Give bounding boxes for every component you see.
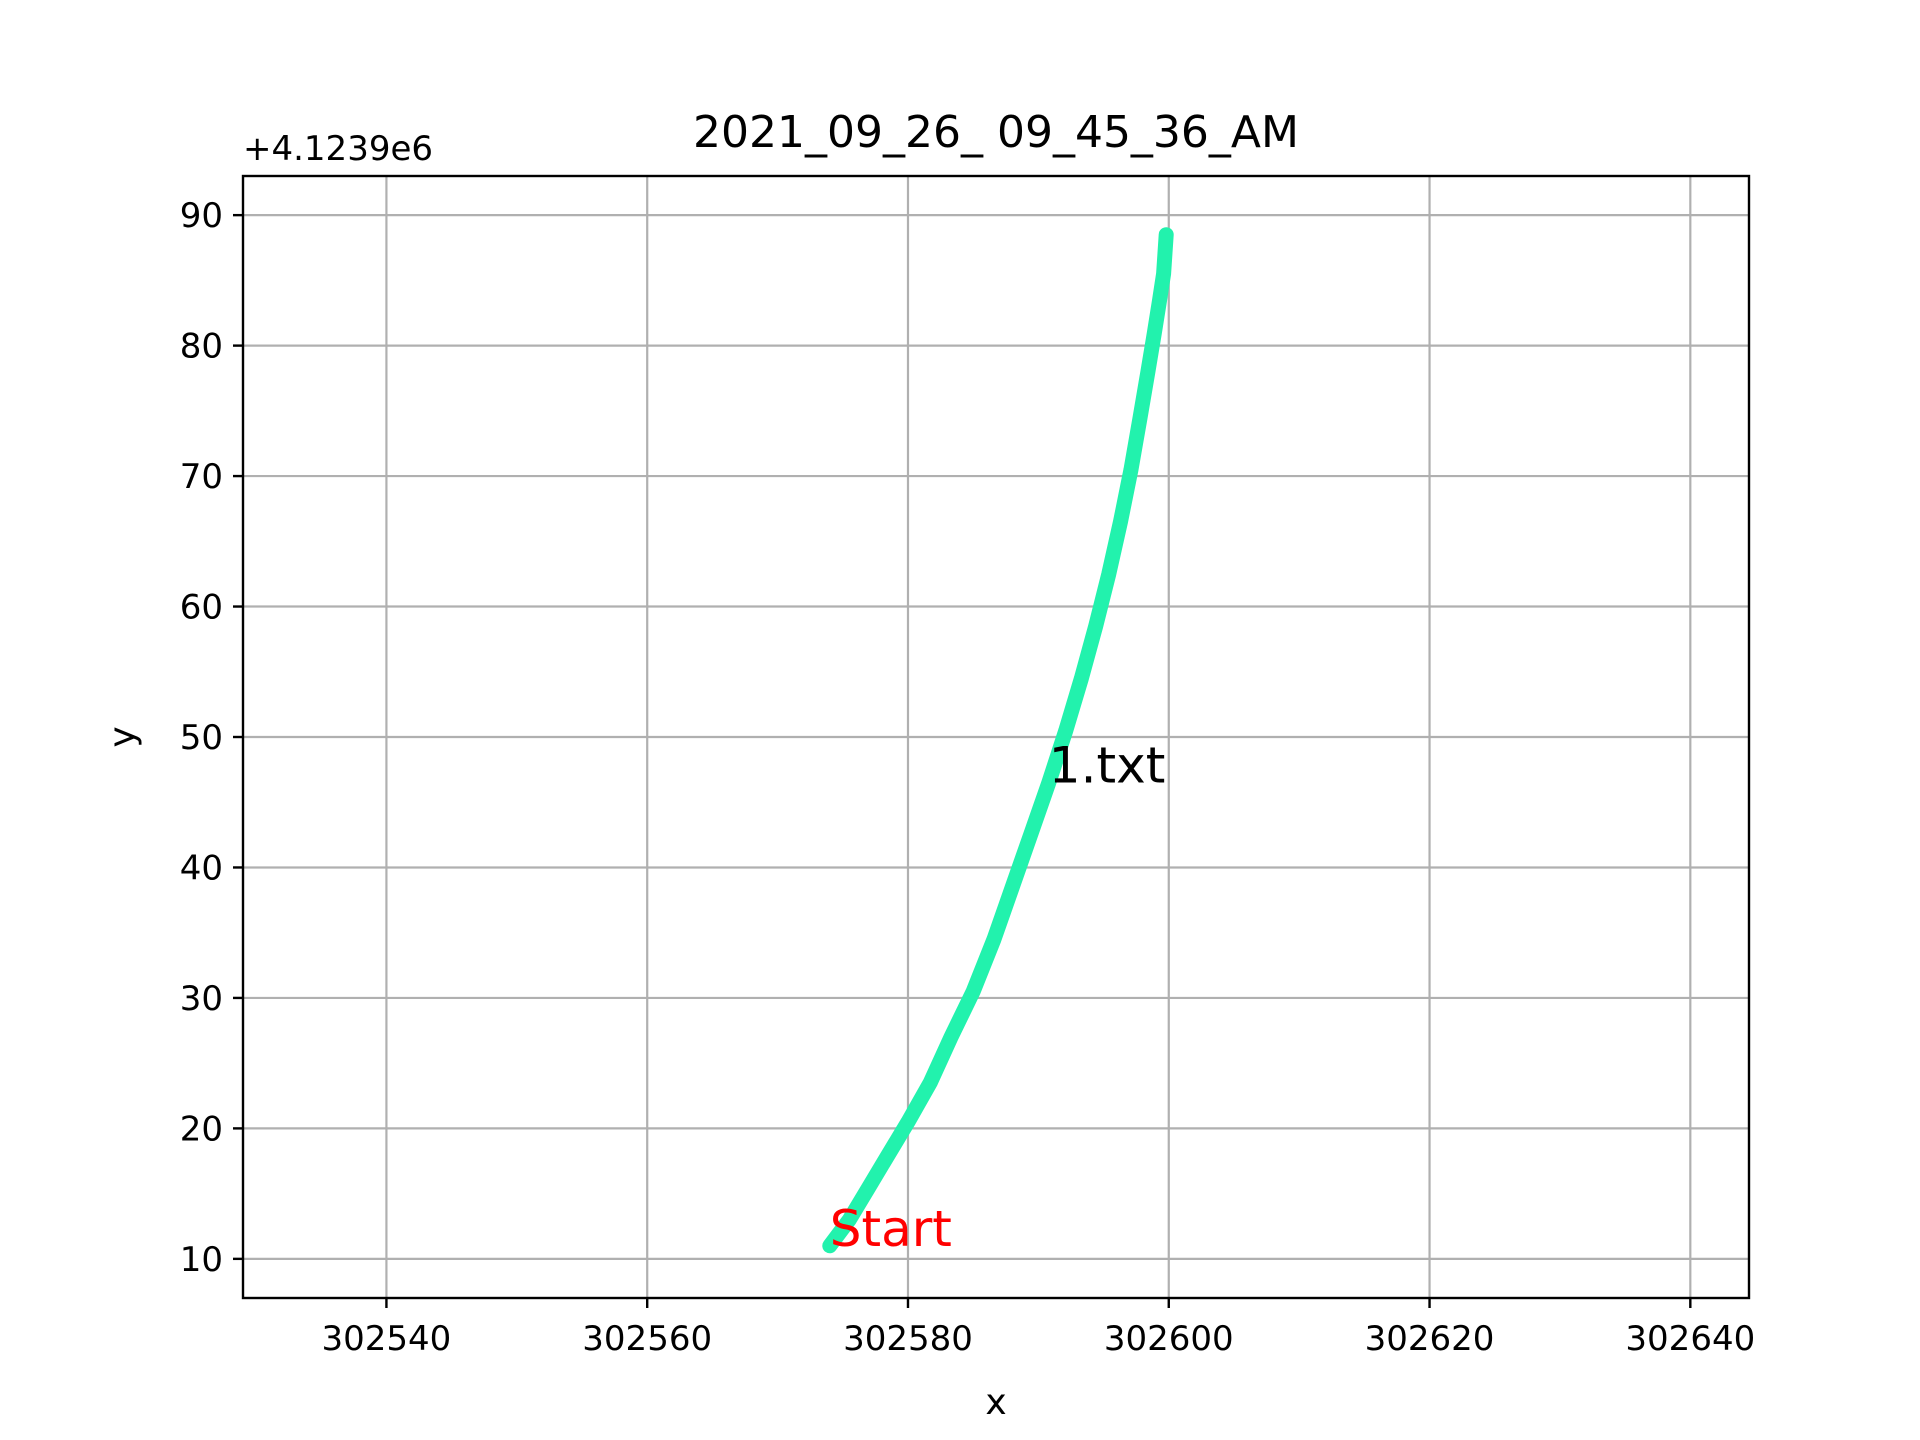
y-tick-label: 10 (180, 1240, 223, 1280)
y-tick-label: 30 (180, 979, 223, 1019)
x-tick-label: 302600 (1104, 1319, 1234, 1359)
axis-ticks: 302540 302560 302580 302600 302620 302640 10 20… (180, 196, 1755, 1359)
annotation-label: 1.txt (1049, 737, 1166, 795)
series-layer (822, 227, 1174, 1254)
y-tick-label: 40 (180, 848, 223, 888)
annotation-label: Start (830, 1200, 952, 1258)
y-tick-label: 80 (180, 327, 223, 367)
x-tick-label: 302640 (1625, 1319, 1755, 1359)
y-axis-label: y (102, 726, 143, 747)
x-tick-label: 302540 (322, 1319, 452, 1359)
trajectory-line (822, 227, 1174, 1254)
annotations: Start 1.txt (830, 737, 1166, 1258)
x-tick-label: 302560 (582, 1319, 712, 1359)
y-tick-label: 20 (180, 1109, 223, 1149)
grid-lines (243, 176, 1749, 1298)
y-tick-label: 50 (180, 718, 223, 758)
x-tick-label: 302580 (843, 1319, 973, 1359)
y-tick-label: 90 (180, 196, 223, 236)
y-tick-label: 60 (180, 588, 223, 628)
y-offset-label: +4.1239e6 (243, 129, 433, 169)
y-tick-label: 70 (180, 457, 223, 497)
x-tick-label: 302620 (1365, 1319, 1495, 1359)
chart-title: 2021_09_26_ 09_45_36_AM (693, 107, 1299, 158)
x-axis-label: x (985, 1382, 1006, 1423)
